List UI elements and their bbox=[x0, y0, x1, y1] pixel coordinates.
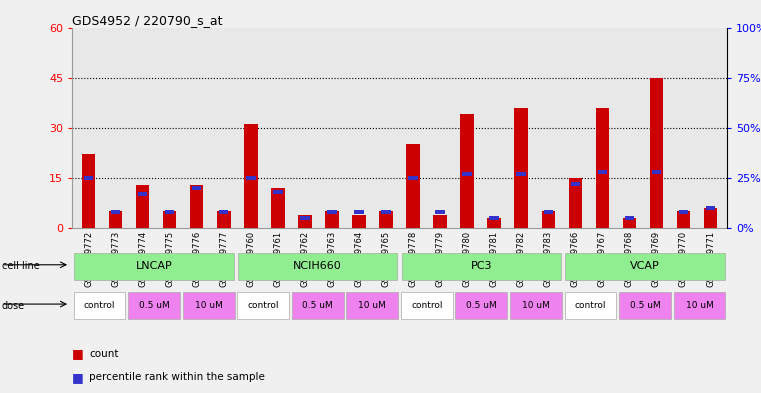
Bar bbox=[543, 210, 553, 214]
Bar bbox=[246, 176, 256, 180]
Bar bbox=[346, 292, 398, 319]
Bar bbox=[163, 211, 177, 228]
Bar bbox=[514, 108, 528, 228]
Bar bbox=[84, 176, 94, 180]
Bar bbox=[673, 292, 725, 319]
Bar bbox=[352, 215, 366, 228]
Bar bbox=[354, 210, 364, 214]
Bar bbox=[298, 215, 312, 228]
Bar bbox=[291, 292, 344, 319]
Bar bbox=[435, 210, 445, 214]
Text: ■: ■ bbox=[72, 371, 84, 384]
Bar bbox=[111, 210, 120, 214]
Bar bbox=[325, 211, 339, 228]
Bar bbox=[183, 292, 234, 319]
Text: NCIH660: NCIH660 bbox=[293, 261, 342, 271]
Text: 0.5 uM: 0.5 uM bbox=[302, 301, 333, 310]
Bar bbox=[489, 216, 499, 220]
Text: GDS4952 / 220790_s_at: GDS4952 / 220790_s_at bbox=[72, 14, 223, 27]
Bar bbox=[109, 211, 123, 228]
Bar bbox=[622, 218, 636, 228]
Bar bbox=[619, 292, 671, 319]
Bar bbox=[165, 210, 174, 214]
Bar bbox=[677, 211, 690, 228]
Bar bbox=[517, 172, 526, 176]
Bar bbox=[596, 108, 609, 228]
Text: 10 uM: 10 uM bbox=[522, 301, 549, 310]
Bar bbox=[679, 210, 688, 214]
Bar bbox=[237, 292, 289, 319]
Text: 0.5 uM: 0.5 uM bbox=[139, 301, 170, 310]
Bar bbox=[300, 216, 310, 220]
Text: count: count bbox=[89, 349, 119, 359]
Bar bbox=[192, 186, 202, 190]
Bar bbox=[273, 190, 282, 194]
Text: control: control bbox=[411, 301, 443, 310]
Bar bbox=[650, 78, 663, 228]
Text: 10 uM: 10 uM bbox=[358, 301, 386, 310]
Bar bbox=[74, 292, 126, 319]
Bar bbox=[401, 292, 453, 319]
Bar bbox=[571, 182, 580, 186]
Bar bbox=[597, 170, 607, 174]
Bar bbox=[565, 292, 616, 319]
Bar bbox=[433, 215, 447, 228]
Bar bbox=[128, 292, 180, 319]
Text: control: control bbox=[575, 301, 607, 310]
Bar bbox=[704, 208, 718, 228]
Text: cell line: cell line bbox=[2, 261, 40, 271]
Text: percentile rank within the sample: percentile rank within the sample bbox=[89, 372, 265, 382]
Text: 0.5 uM: 0.5 uM bbox=[466, 301, 497, 310]
Bar bbox=[219, 210, 228, 214]
Bar bbox=[625, 216, 634, 220]
Text: 0.5 uM: 0.5 uM bbox=[629, 301, 661, 310]
Bar bbox=[568, 178, 582, 228]
Bar bbox=[381, 210, 390, 214]
Bar bbox=[138, 192, 148, 196]
Bar bbox=[271, 188, 285, 228]
Bar bbox=[542, 211, 555, 228]
Text: dose: dose bbox=[2, 301, 24, 310]
Text: control: control bbox=[84, 301, 116, 310]
Text: control: control bbox=[247, 301, 279, 310]
Bar bbox=[406, 144, 420, 228]
Bar bbox=[217, 211, 231, 228]
Bar bbox=[487, 218, 501, 228]
Bar bbox=[238, 253, 397, 279]
Text: PC3: PC3 bbox=[470, 261, 492, 271]
Bar bbox=[565, 253, 724, 279]
Text: ■: ■ bbox=[72, 347, 84, 360]
Bar bbox=[510, 292, 562, 319]
Bar bbox=[460, 114, 474, 228]
Text: LNCAP: LNCAP bbox=[135, 261, 173, 271]
Bar bbox=[190, 185, 203, 228]
Bar bbox=[136, 185, 149, 228]
Bar bbox=[402, 253, 561, 279]
Bar bbox=[244, 124, 257, 228]
Bar bbox=[81, 154, 95, 228]
Bar bbox=[409, 176, 418, 180]
Bar bbox=[705, 206, 715, 210]
Text: 10 uM: 10 uM bbox=[195, 301, 222, 310]
Bar bbox=[327, 210, 336, 214]
Text: 10 uM: 10 uM bbox=[686, 301, 713, 310]
Bar bbox=[379, 211, 393, 228]
Bar bbox=[651, 170, 661, 174]
Bar bbox=[463, 172, 472, 176]
Bar bbox=[455, 292, 508, 319]
Bar bbox=[75, 253, 234, 279]
Text: VCAP: VCAP bbox=[630, 261, 660, 271]
